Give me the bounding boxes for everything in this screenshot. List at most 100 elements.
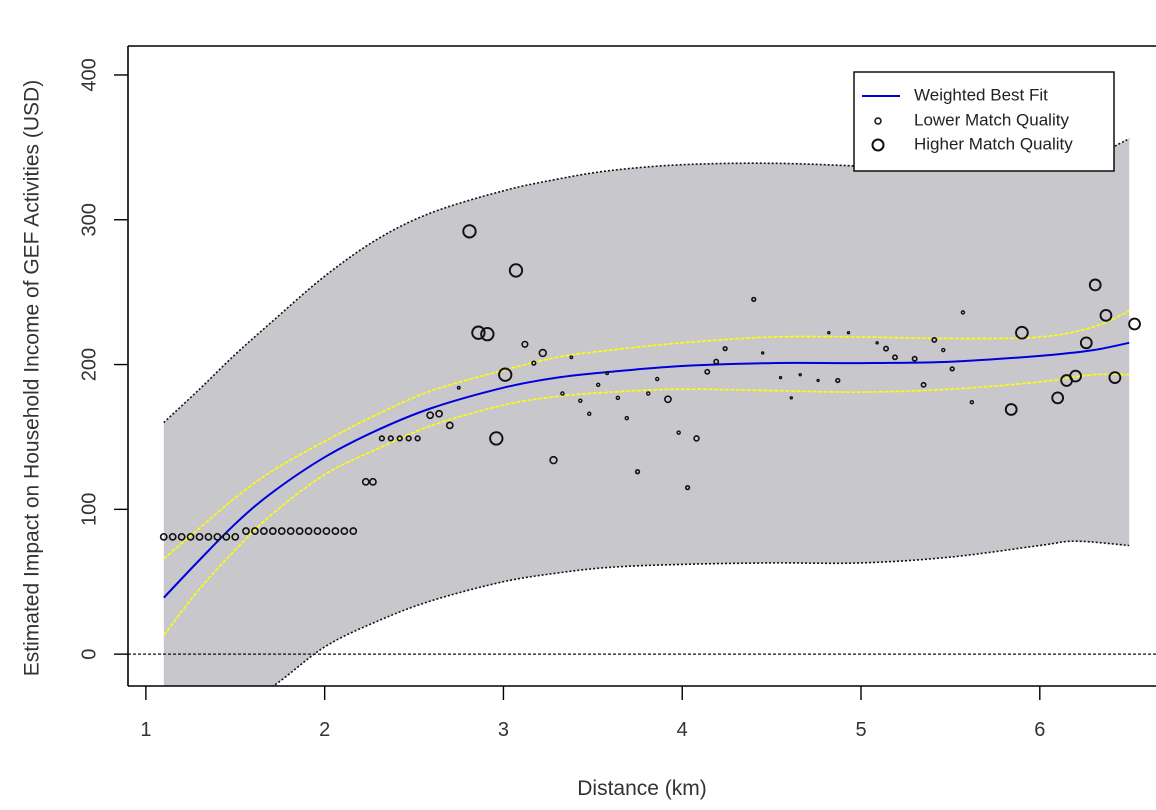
plot-area (128, 137, 1156, 686)
data-point (911, 355, 918, 362)
legend-label: Lower Match Quality (914, 110, 1069, 129)
data-point (1015, 325, 1029, 340)
data-point (405, 435, 412, 442)
y-axis-title: Estimated Impact on Household Income of … (21, 80, 44, 676)
data-point (827, 330, 831, 335)
y-tick-label: 200 (78, 348, 100, 381)
data-point (892, 354, 898, 361)
data-point (798, 372, 802, 377)
data-point (778, 375, 783, 380)
data-point (1079, 336, 1093, 350)
data-point (835, 377, 841, 384)
prediction-band-area (163, 138, 1130, 686)
data-point (435, 409, 443, 418)
data-point (676, 430, 681, 435)
data-point (462, 224, 477, 239)
data-point (498, 367, 513, 382)
data-point (684, 484, 691, 491)
data-point (560, 391, 565, 396)
data-point (231, 532, 240, 541)
data-point (322, 527, 331, 535)
data-point (251, 527, 259, 535)
data-point (521, 340, 529, 348)
data-point (931, 336, 938, 343)
data-point (414, 435, 421, 442)
legend-label: Weighted Best Fit (914, 85, 1048, 104)
data-point (295, 527, 304, 535)
y-tick-label: 300 (78, 203, 100, 236)
data-point (177, 532, 186, 541)
data-point (168, 532, 177, 541)
data-point (242, 527, 250, 535)
x-tick-label: 6 (1034, 719, 1045, 741)
data-point (331, 527, 340, 535)
x-tick-label: 3 (498, 719, 509, 741)
data-point (760, 351, 765, 355)
data-point (722, 345, 728, 352)
data-point (615, 395, 621, 401)
data-point (751, 296, 757, 303)
data-point (286, 527, 295, 535)
data-point (426, 411, 435, 420)
data-point (578, 398, 583, 404)
data-point (549, 455, 558, 465)
data-point (213, 532, 222, 541)
data-point (538, 348, 547, 358)
data-point (949, 366, 955, 372)
data-point (259, 527, 268, 535)
data-point (480, 326, 495, 342)
data-point (340, 527, 349, 535)
data-point (920, 381, 927, 388)
data-point (693, 435, 700, 442)
data-point (969, 399, 975, 405)
plot-frame (127, 45, 1156, 687)
legend-large-circle-symbol (871, 138, 885, 152)
data-point (369, 477, 377, 486)
data-point (960, 310, 966, 315)
axes: 1 2 3 4 5 6 0 100 200 300 400 Distance (km) Estimate… (21, 58, 1046, 800)
data-point (387, 435, 394, 442)
data-point (304, 527, 313, 535)
data-point (713, 358, 720, 365)
data-point (940, 347, 946, 353)
data-point (277, 527, 286, 535)
data-point (875, 341, 879, 345)
weighted-best-fit-line (163, 341, 1130, 599)
y-tick-label: 400 (78, 58, 100, 91)
data-point (846, 330, 851, 335)
data-point (396, 435, 403, 442)
data-point (595, 382, 601, 388)
data-point (1128, 317, 1141, 331)
data-point (1088, 278, 1102, 292)
data-point (569, 355, 574, 360)
data-point (222, 532, 231, 541)
data-point (789, 396, 793, 400)
data-point (1069, 369, 1082, 383)
data-point (816, 378, 820, 383)
data-point (489, 431, 504, 446)
x-tick-label: 1 (140, 719, 151, 741)
prediction-band-lower (271, 540, 1130, 686)
data-point (378, 435, 385, 442)
data-point (186, 532, 195, 541)
x-tick-label: 4 (677, 719, 688, 741)
data-point (1108, 371, 1122, 384)
data-point (268, 527, 277, 535)
legend-box (853, 71, 1115, 172)
confidence-band-upper (163, 310, 1130, 560)
data-point (349, 527, 358, 535)
data-point (634, 469, 641, 475)
data-point (195, 532, 204, 541)
data-point (159, 532, 168, 541)
data-point (445, 421, 454, 430)
y-tick-label: 0 (78, 649, 100, 660)
data-point (361, 477, 370, 486)
data-point (654, 376, 660, 382)
data-point (531, 360, 537, 366)
data-point (587, 411, 592, 417)
data-point (204, 532, 213, 541)
data-point (605, 371, 610, 376)
data-point (624, 415, 630, 421)
data-point (664, 395, 672, 404)
